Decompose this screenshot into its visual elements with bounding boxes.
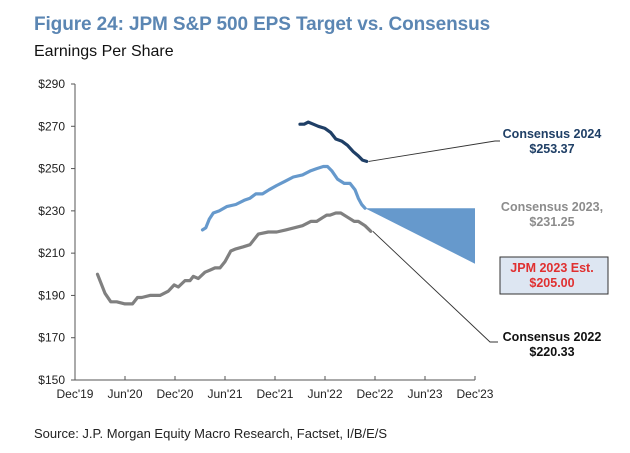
annotation-value: $220.33 xyxy=(529,345,574,359)
annotation-value: $205.00 xyxy=(529,276,574,290)
line-consensus-2023 xyxy=(200,164,367,232)
annotation-label: Consensus 2024 xyxy=(503,127,602,141)
x-tick-label: Dec'21 xyxy=(257,387,294,401)
leader-line-2024 xyxy=(368,140,500,162)
annotation-consensus-2022: Consensus 2022$220.33 xyxy=(503,330,602,359)
annotation-consensus-2024: Consensus 2024$253.37 xyxy=(503,127,602,156)
annotations: Consensus 2024$253.37 Consensus 2023,$231… xyxy=(499,127,609,359)
chart-title: Figure 24: JPM S&P 500 EPS Target vs. Co… xyxy=(34,14,491,35)
annotation-label: JPM 2023 Est. xyxy=(510,261,593,275)
jpm-estimate-area xyxy=(365,208,475,264)
y-tick-label: $230 xyxy=(38,204,65,218)
x-tick-label: Dec'23 xyxy=(457,387,494,401)
y-tick-label: $150 xyxy=(38,373,65,387)
y-tick-label: $290 xyxy=(38,77,65,91)
x-tick-label: Dec'22 xyxy=(357,387,394,401)
y-tick-label: $210 xyxy=(38,246,65,260)
line-consensus-2024 xyxy=(298,120,369,163)
leader-lines xyxy=(368,140,500,343)
annotation-label: Consensus 2022 xyxy=(503,330,602,344)
x-tick-label: Jun'20 xyxy=(108,387,143,401)
y-tick-labels: $150 $170 $190 $210 $230 $250 $270 $290 xyxy=(38,77,65,387)
y-tick-label: $270 xyxy=(38,119,65,133)
axes xyxy=(71,83,476,381)
x-tick-labels: Dec'19 Jun'20 Dec'20 Jun'21 Dec'21 Jun'22 Dec'… xyxy=(57,387,494,401)
y-tick-label: $190 xyxy=(38,288,65,302)
x-tick-label: Jun'22 xyxy=(308,387,343,401)
annotation-value: $231.25 xyxy=(529,215,574,229)
series-lines xyxy=(95,120,373,306)
leader-line-2022 xyxy=(372,230,498,343)
x-tick-label: Dec'20 xyxy=(157,387,194,401)
annotation-consensus-2023: Consensus 2023,$231.25 xyxy=(501,200,603,229)
annotation-label: Consensus 2023, xyxy=(501,200,603,214)
chart-source: Source: J.P. Morgan Equity Macro Researc… xyxy=(34,426,388,441)
x-tick-label: Dec'19 xyxy=(57,387,94,401)
chart-subtitle: Earnings Per Share xyxy=(34,43,174,60)
annotation-jpm-2023-est: JPM 2023 Est.$205.00 xyxy=(499,256,609,295)
x-tick-label: Jun'23 xyxy=(408,387,443,401)
y-tick-label: $170 xyxy=(38,331,65,345)
y-tick-label: $250 xyxy=(38,162,65,176)
jpm-estimate-wedge xyxy=(365,208,475,264)
line-consensus-2022 xyxy=(95,211,373,306)
annotation-box xyxy=(499,256,609,295)
annotation-value: $253.37 xyxy=(529,142,574,156)
x-tick-label: Jun'21 xyxy=(208,387,243,401)
